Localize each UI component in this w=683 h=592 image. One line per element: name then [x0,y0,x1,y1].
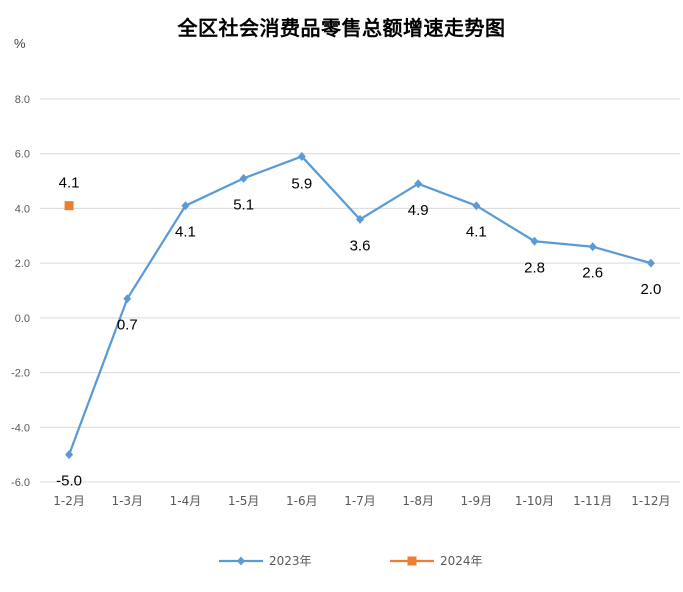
legend-marker [407,556,417,566]
data-label: 4.1 [175,224,196,241]
data-label: 2.8 [524,259,545,276]
data-point [530,236,539,246]
y-tick-label: 6.0 [15,149,30,161]
data-label: 5.1 [233,196,254,213]
data-label: 5.9 [291,175,312,192]
data-point [239,173,248,183]
x-tick-label: 1-5月 [228,494,260,508]
data-point [414,179,423,189]
data-point [472,201,481,211]
y-tick-label: -4.0 [11,422,30,434]
x-tick-label: 1-7月 [344,494,376,508]
data-point [181,201,190,211]
data-point [123,294,132,304]
data-label: -5.0 [56,473,82,490]
data-label: 0.7 [117,317,138,334]
x-tick-label: 1-11月 [573,494,612,508]
data-point [646,258,655,268]
data-point [65,450,74,460]
data-point [588,242,597,252]
data-label: 4.1 [466,224,487,241]
data-point [356,214,364,224]
x-tick-label: 1-4月 [170,494,202,508]
data-label: 3.6 [350,237,371,254]
x-tick-label: 1-8月 [402,494,434,508]
data-point [64,201,74,211]
y-tick-label: 4.0 [15,203,30,215]
legend-marker [237,556,245,566]
data-point [297,151,306,161]
y-axis-unit-label: % [14,36,26,51]
x-tick-label: 1-12月 [631,494,670,508]
x-tick-label: 1-9月 [461,494,493,508]
data-label: 2.6 [582,265,603,282]
chart-title: 全区社会消费品零售总额增速走势图 [177,16,506,40]
x-tick-label: 1-6月 [286,494,318,508]
x-tick-label: 1-2月 [53,494,85,508]
y-tick-label: -2.0 [11,368,30,380]
data-label: 2.0 [640,281,661,298]
legend-label: 2023年 [269,554,312,568]
legend-label: 2024年 [440,554,483,568]
data-label: 4.1 [59,175,80,192]
y-tick-label: 8.0 [15,94,30,106]
series-line [68,155,652,456]
data-label: 4.9 [408,202,429,219]
y-tick-label: 2.0 [15,258,30,270]
x-tick-label: 1-3月 [111,494,143,508]
x-tick-label: 1-10月 [515,494,554,508]
y-tick-label: 0.0 [15,313,30,325]
y-tick-label: -6.0 [11,477,30,489]
